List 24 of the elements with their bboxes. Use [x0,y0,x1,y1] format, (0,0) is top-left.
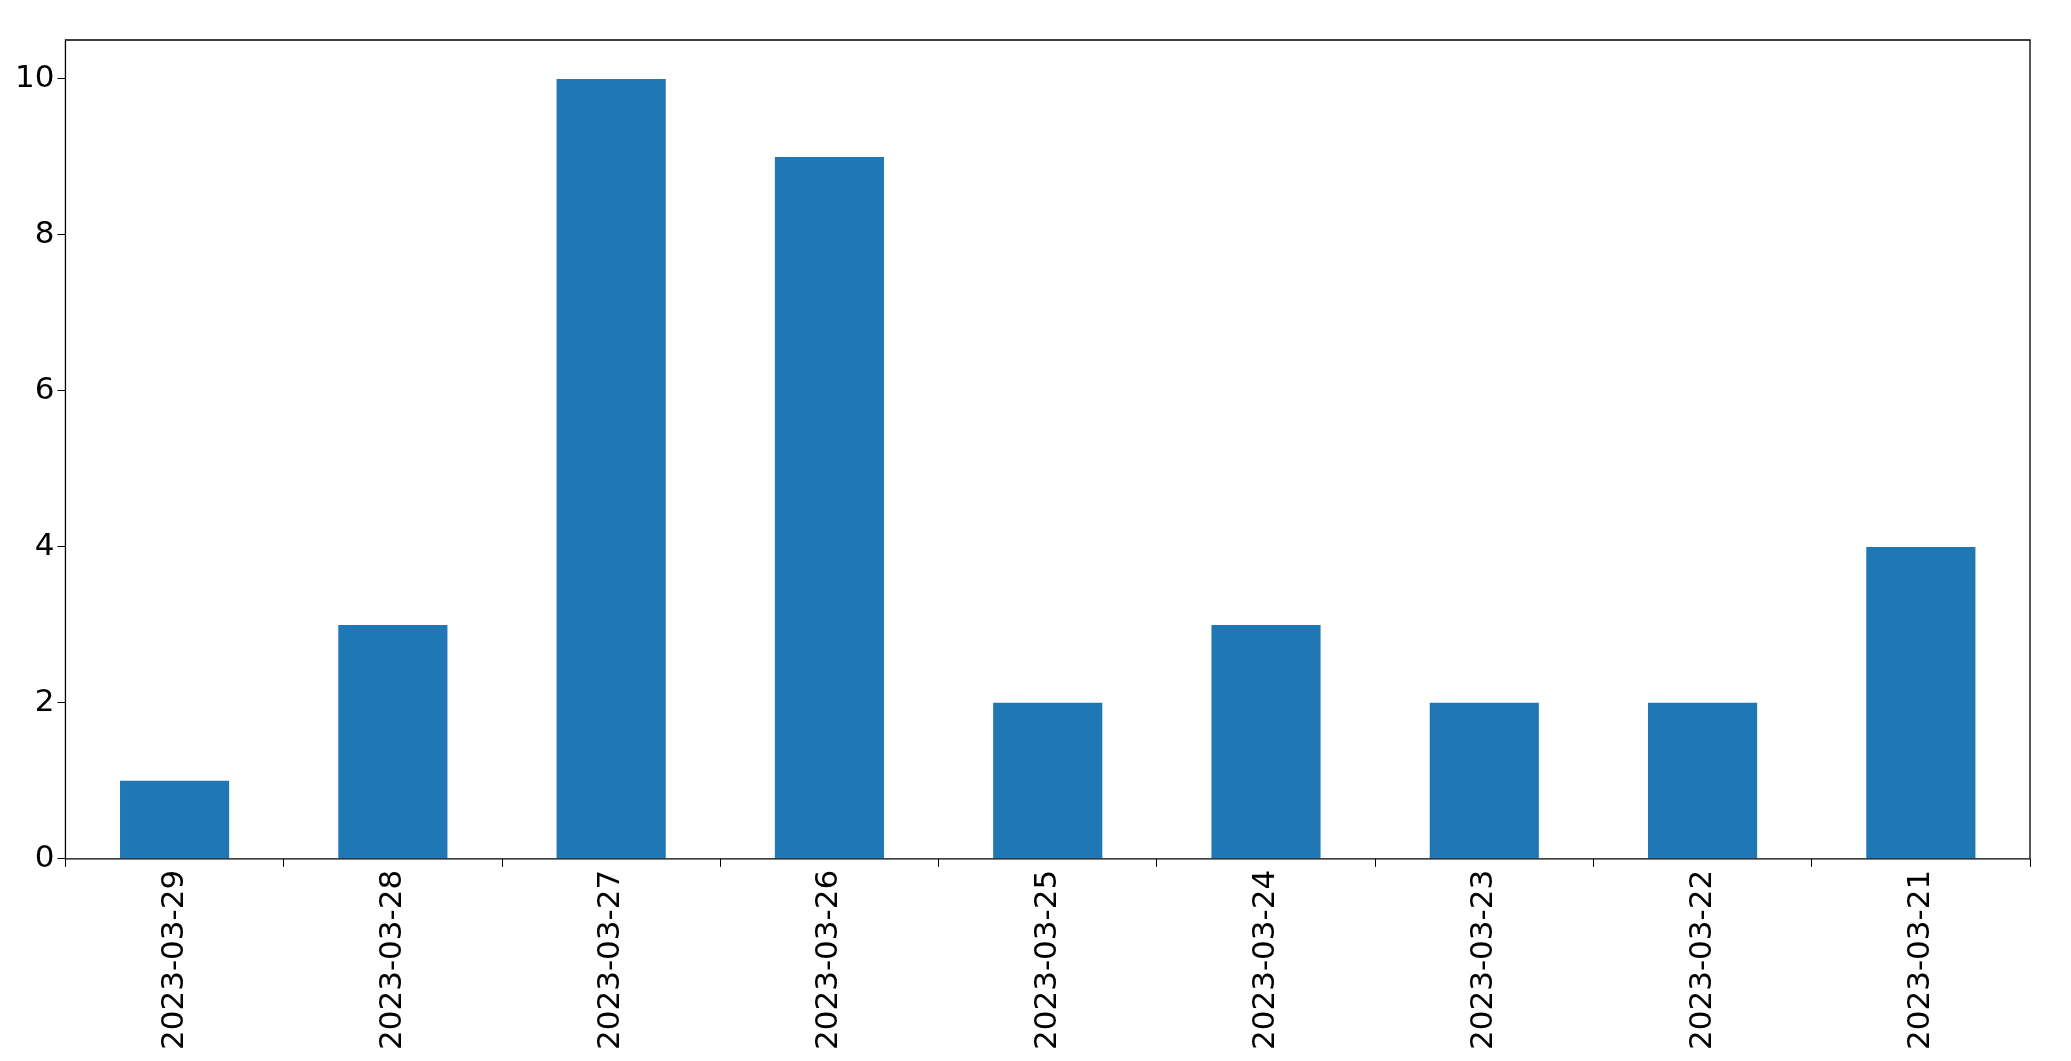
x-tick-label: 2023-03-23 [1463,869,1500,1051]
bar [1211,624,1321,859]
x-tick-label: 2023-03-21 [1899,869,1936,1051]
y-tick-label: 6 [34,369,55,406]
x-tick-label: 2023-03-29 [153,869,190,1051]
bar [993,702,1103,859]
x-tick-label: 2023-03-26 [808,869,845,1051]
y-tick-label: 10 [14,58,55,95]
x-tick-label: 2023-03-28 [371,869,408,1051]
bar [1429,702,1539,859]
bar [120,780,230,859]
y-tick-label: 8 [34,214,55,251]
y-tick-label: 4 [34,525,55,562]
bar [556,78,666,859]
bar [1866,546,1976,859]
bar [338,624,448,859]
bar [1648,702,1758,859]
y-tick-label: 0 [34,837,55,874]
x-tick-label: 2023-03-24 [1245,869,1282,1051]
x-tick-label: 2023-03-25 [1026,869,1063,1051]
y-tick-label: 2 [34,681,55,718]
x-tick-label: 2023-03-22 [1681,869,1718,1051]
x-tick-label: 2023-03-27 [590,869,627,1051]
bar [774,156,885,859]
